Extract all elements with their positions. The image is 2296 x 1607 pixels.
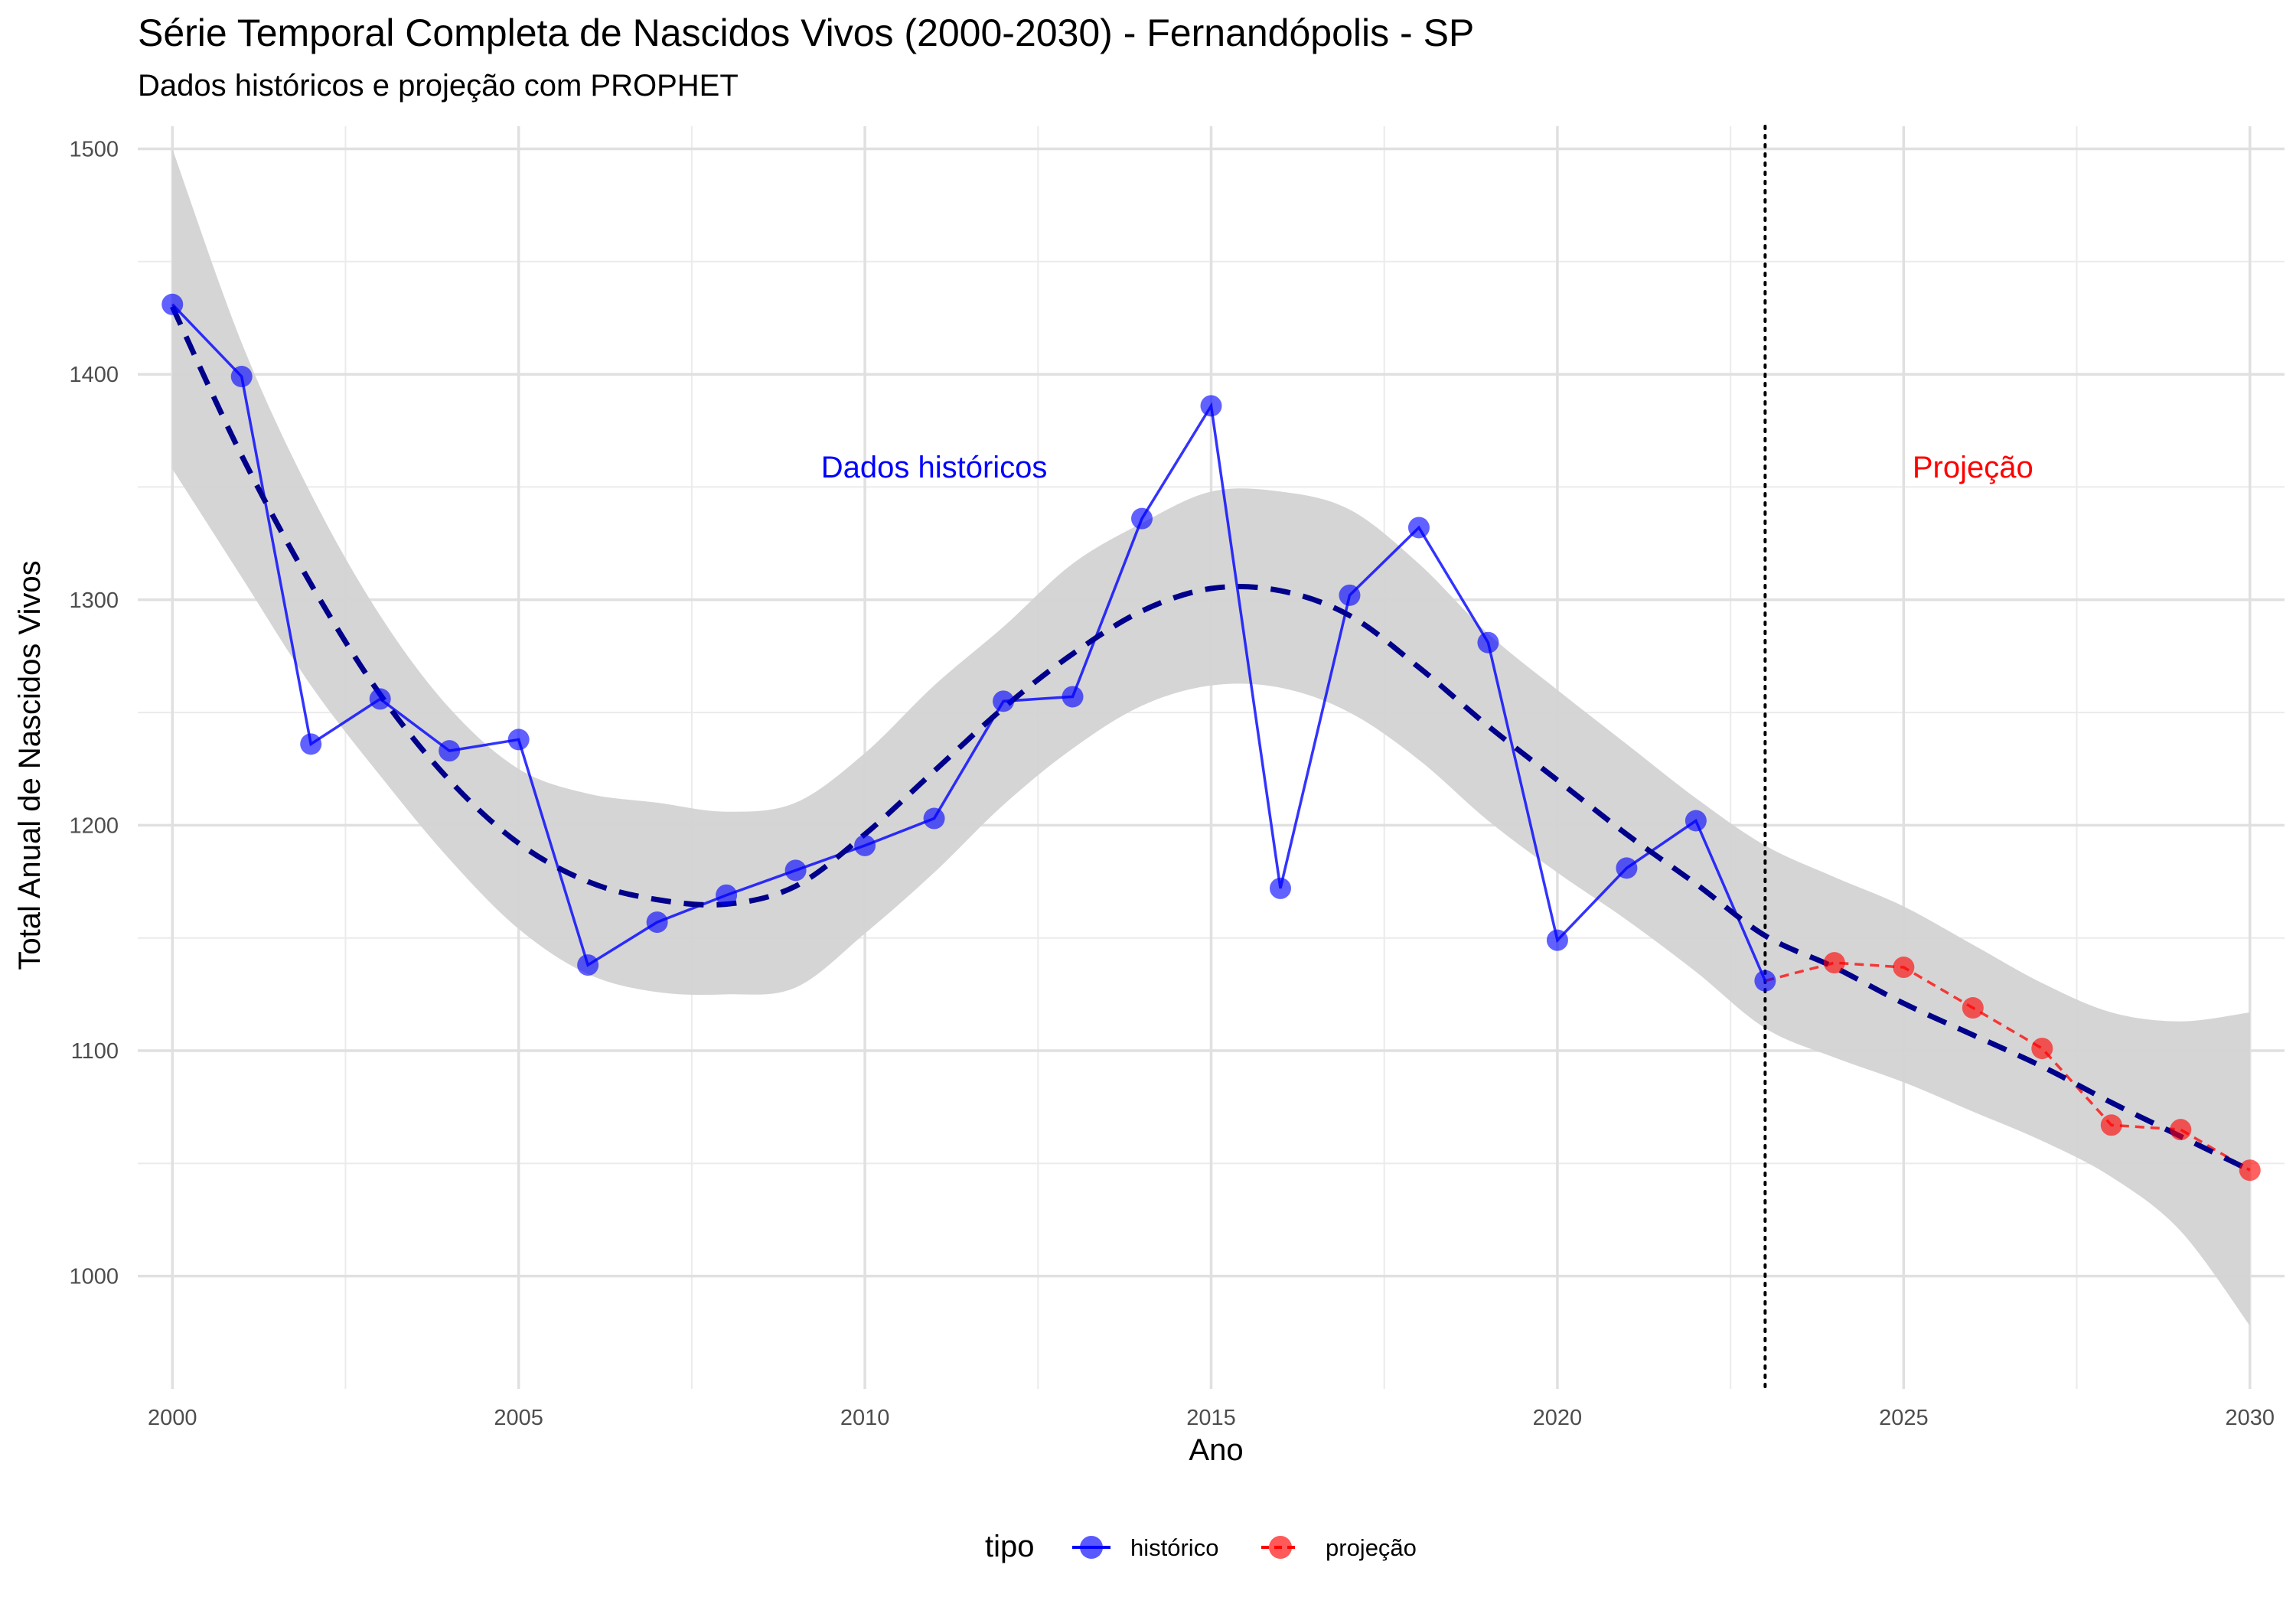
data-point-projecao [2239, 1159, 2261, 1182]
data-point-historico [716, 884, 738, 906]
data-point-historico [784, 859, 807, 882]
x-tick-label: 2030 [2226, 1406, 2275, 1430]
data-point-projecao [2031, 1038, 2053, 1060]
data-point-historico [854, 834, 876, 856]
data-point-historico [369, 688, 391, 710]
y-tick-label: 1200 [69, 813, 119, 838]
data-point-historico [1477, 631, 1499, 654]
data-point-historico [161, 293, 184, 315]
trend-line [170, 305, 2252, 1173]
annotation-dados-historicos: Dados históricos [821, 451, 1048, 484]
x-axis-title: Ano [1189, 1433, 1243, 1467]
y-tick-label: 1000 [69, 1265, 119, 1289]
annotation-projecao: Projeção [1913, 451, 2033, 484]
data-point-projecao [2100, 1114, 2122, 1136]
chart-subtitle: Dados históricos e projeção com PROPHET [138, 69, 739, 103]
y-tick-label: 1300 [69, 588, 119, 613]
x-tick-labels: 2000 2005 2010 2015 2020 2025 2030 [148, 1406, 2275, 1430]
data-point-historico [230, 366, 253, 388]
data-point-projecao [1823, 952, 1845, 974]
legend-historico-label: histórico [1130, 1534, 1218, 1561]
data-point-historico [300, 733, 322, 755]
data-point-historico [1407, 517, 1430, 539]
x-tick-label: 2000 [148, 1406, 197, 1430]
chart-title: Série Temporal Completa de Nascidos Vivo… [138, 11, 1474, 54]
x-tick-label: 2020 [1533, 1406, 1583, 1430]
data-point-historico [1339, 584, 1361, 606]
trend-layer [170, 305, 2252, 1173]
x-tick-label: 2005 [494, 1406, 543, 1430]
data-point-projecao [1962, 997, 1984, 1019]
annotations-layer: Dados históricos Projeção [821, 451, 2033, 484]
data-point-projecao [1893, 957, 1915, 979]
y-tick-label: 1400 [69, 363, 119, 387]
data-point-historico [1754, 970, 1776, 992]
legend-projecao-label: projeção [1326, 1534, 1417, 1561]
legend-entry-projecao: projeção [1261, 1534, 1417, 1561]
legend-projecao-marker [1269, 1536, 1292, 1559]
y-axis-title: Total Anual de Nascidos Vivos [13, 560, 47, 970]
legend-historico-marker [1080, 1536, 1103, 1559]
data-point-historico [1131, 507, 1153, 530]
data-point-historico [1616, 857, 1638, 879]
legend-title: tipo [985, 1530, 1035, 1563]
x-tick-label: 2015 [1186, 1406, 1236, 1430]
x-tick-label: 2010 [840, 1406, 890, 1430]
data-point-historico [923, 807, 945, 830]
data-points-layer [161, 293, 2261, 1182]
data-point-historico [1062, 686, 1084, 708]
data-point-historico [577, 954, 599, 976]
data-point-historico [439, 740, 461, 762]
series-line-historico [171, 303, 1766, 982]
data-point-projecao [2170, 1119, 2192, 1141]
data-point-historico [1269, 877, 1291, 899]
y-tick-labels: 1000 1100 1200 1300 1400 1500 [69, 137, 119, 1289]
x-tick-label: 2025 [1879, 1406, 1929, 1430]
data-point-historico [1546, 929, 1568, 951]
data-point-historico [993, 690, 1015, 712]
data-point-historico [507, 729, 530, 751]
legend-entry-historico: histórico [1072, 1534, 1218, 1561]
data-point-historico [646, 911, 668, 934]
y-tick-label: 1500 [69, 137, 119, 161]
y-tick-label: 1100 [71, 1039, 119, 1064]
data-point-historico [1200, 395, 1222, 417]
data-point-historico [1684, 810, 1707, 832]
legend: tipo histórico projeção [985, 1530, 1417, 1563]
